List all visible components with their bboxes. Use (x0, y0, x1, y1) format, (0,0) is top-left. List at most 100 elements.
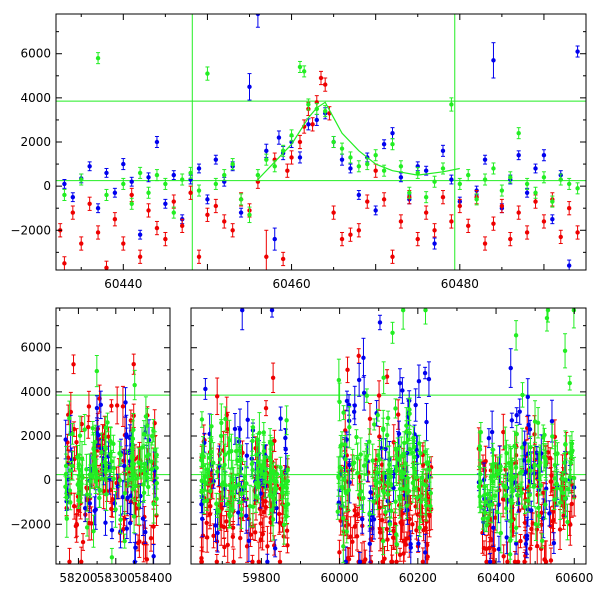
data-point (171, 206, 176, 219)
marker (95, 206, 101, 211)
data-point (509, 412, 515, 429)
marker (68, 500, 73, 505)
marker (232, 426, 238, 432)
marker (381, 197, 387, 202)
data-point (449, 174, 454, 185)
data-point (558, 229, 563, 245)
data-point (87, 196, 92, 211)
marker (126, 477, 131, 483)
data-point (79, 236, 84, 251)
marker (401, 551, 406, 556)
series-red (58, 70, 580, 270)
data-point (423, 191, 429, 204)
data-point (108, 444, 113, 463)
data-point (416, 364, 422, 398)
data-point (118, 446, 123, 464)
marker (102, 445, 108, 450)
marker (145, 475, 150, 480)
data-point (398, 214, 404, 229)
data-point (98, 390, 103, 420)
marker (384, 374, 390, 379)
data-point (491, 162, 496, 175)
data-point (440, 190, 446, 205)
marker (285, 543, 290, 548)
marker (215, 530, 220, 536)
marker (422, 370, 428, 376)
marker (426, 376, 432, 382)
data-point (141, 484, 147, 501)
marker (367, 541, 373, 546)
top-frame (55, 13, 587, 271)
data-point (179, 218, 185, 233)
data-point (230, 223, 235, 238)
marker (339, 236, 345, 242)
marker (405, 507, 410, 513)
data-point (112, 212, 118, 227)
data-point (111, 468, 116, 490)
marker (413, 402, 418, 408)
marker (381, 168, 387, 173)
marker (129, 192, 134, 198)
marker (117, 478, 123, 483)
marker (314, 117, 319, 123)
data-point (373, 163, 378, 178)
marker (269, 308, 275, 313)
data-point (414, 521, 419, 540)
marker (491, 221, 496, 226)
marker (141, 490, 147, 495)
marker (348, 232, 353, 237)
data-point (117, 473, 123, 488)
data-point (261, 491, 267, 533)
marker (561, 513, 566, 518)
data-point (397, 368, 403, 399)
data-point (205, 66, 210, 81)
data-point (297, 151, 303, 164)
data-point (146, 186, 151, 199)
data-point (449, 214, 454, 229)
data-point (413, 388, 418, 422)
data-point (86, 415, 91, 439)
data-point (487, 552, 493, 564)
marker (62, 261, 67, 266)
marker (222, 172, 227, 178)
data-point (255, 14, 261, 28)
data-point (104, 260, 109, 270)
data-point (91, 458, 97, 480)
data-point (188, 185, 193, 200)
marker (508, 236, 513, 242)
marker (346, 402, 352, 408)
data-point (264, 153, 269, 166)
marker (112, 217, 118, 222)
marker (566, 206, 572, 211)
marker (482, 157, 488, 162)
data-point (80, 459, 85, 496)
marker (331, 139, 336, 145)
data-point (283, 428, 288, 448)
marker (258, 521, 263, 526)
data-point (133, 533, 138, 562)
data-point (508, 171, 513, 184)
marker (129, 201, 134, 206)
marker (347, 480, 352, 485)
y-tick-label: 6000 (20, 341, 51, 355)
marker (97, 495, 102, 501)
marker (130, 487, 135, 492)
marker (432, 228, 437, 233)
data-point (397, 547, 403, 562)
marker (128, 493, 134, 498)
data-point (516, 127, 521, 140)
top-plot-area (56, 14, 586, 270)
marker (354, 534, 360, 539)
marker (276, 135, 282, 140)
data-point (541, 171, 547, 184)
marker (109, 527, 115, 533)
marker (517, 409, 522, 414)
data-point (91, 514, 96, 548)
marker (245, 417, 250, 422)
marker (70, 210, 76, 215)
marker (416, 541, 421, 546)
marker (63, 463, 69, 469)
data-point (346, 547, 352, 564)
data-point (70, 205, 76, 220)
data-point (373, 149, 378, 162)
